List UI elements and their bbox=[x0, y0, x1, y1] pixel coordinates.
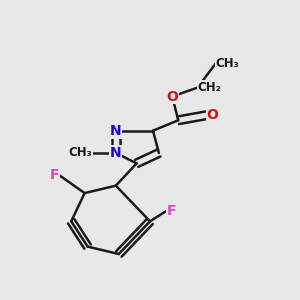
Text: N: N bbox=[110, 124, 122, 138]
Text: CH₃: CH₃ bbox=[215, 57, 239, 70]
Text: CH₂: CH₂ bbox=[198, 81, 221, 94]
Text: O: O bbox=[206, 108, 218, 122]
Text: F: F bbox=[166, 204, 176, 218]
Text: CH₃: CH₃ bbox=[68, 146, 92, 160]
Text: F: F bbox=[50, 168, 59, 182]
Text: N: N bbox=[110, 146, 122, 160]
Text: O: O bbox=[167, 89, 178, 103]
